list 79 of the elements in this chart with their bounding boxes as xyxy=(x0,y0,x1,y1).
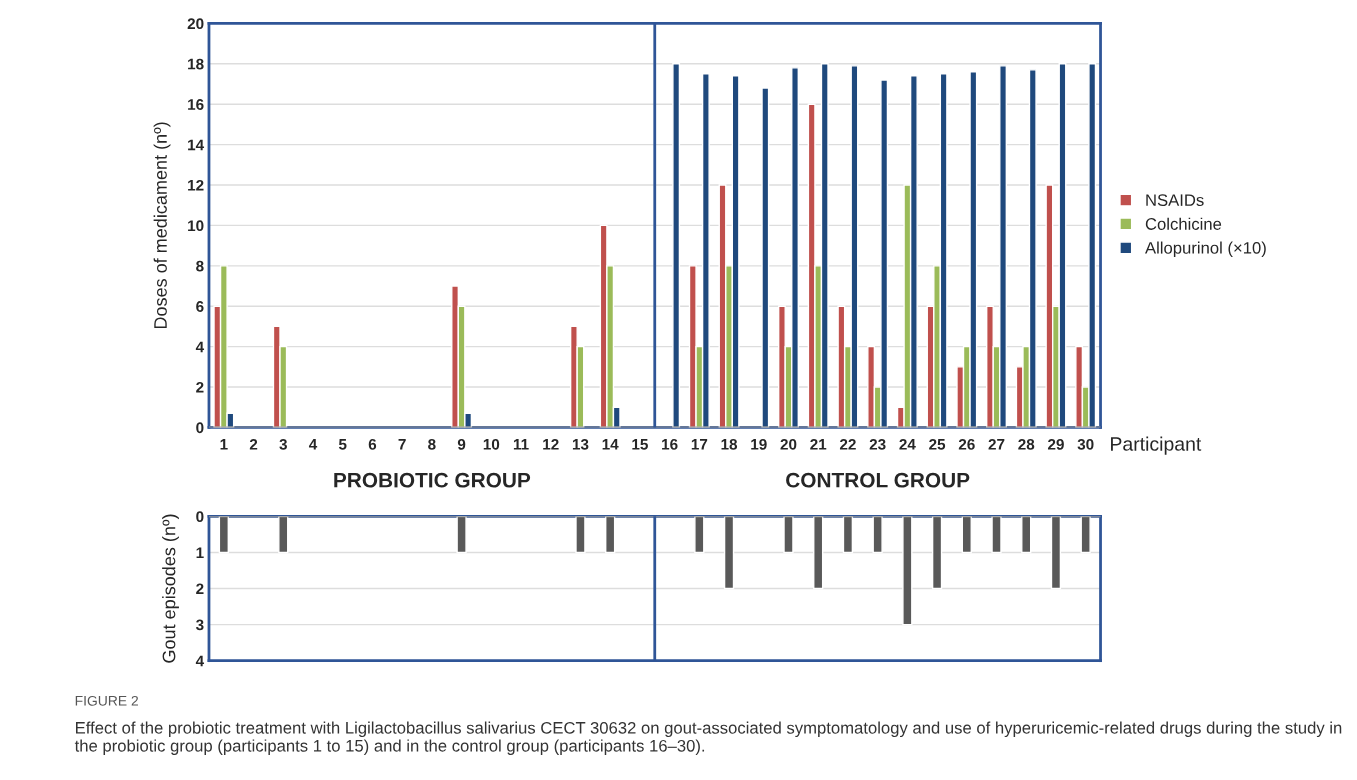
x-tick-label: 19 xyxy=(751,438,767,450)
bar xyxy=(842,516,854,554)
x-tick-label: 9 xyxy=(457,438,466,450)
x-axis-title: Participant xyxy=(1111,436,1202,455)
x-tick-label: 16 xyxy=(662,438,678,450)
x-tick-label: 28 xyxy=(1018,438,1035,450)
bar xyxy=(813,516,824,590)
y-tick-label: 0 xyxy=(196,422,204,434)
y-tick-label: 20 xyxy=(187,18,204,30)
x-tick-label: 17 xyxy=(691,439,708,450)
bar xyxy=(783,516,794,554)
legend-label: Colchicine xyxy=(1145,217,1222,230)
bar xyxy=(278,516,289,554)
y-tick-label: 2 xyxy=(196,381,204,393)
y-axis-title: Doses of medicament (nº) xyxy=(153,122,171,329)
x-tick-label: 11 xyxy=(513,439,529,450)
bar xyxy=(723,516,735,590)
bar xyxy=(1075,345,1084,428)
text: PROBIOTIC GROUP xyxy=(334,472,531,488)
y-tick-label: 12 xyxy=(188,179,204,191)
x-tick-label: 2 xyxy=(249,438,258,450)
y-tick-label: 2 xyxy=(196,583,204,595)
bar xyxy=(837,305,846,428)
x-tick-label: 14 xyxy=(602,439,619,450)
y-axis-title: Gout episodes (nº) xyxy=(162,514,179,663)
legend-label: Allopurinol (×10) xyxy=(1145,241,1266,258)
x-tick-label: 8 xyxy=(428,438,436,450)
x-tick-label: 5 xyxy=(338,439,347,450)
caption: FIGURE 2 xyxy=(75,695,138,706)
x-tick-label: 21 xyxy=(810,438,827,450)
x-tick-label: 7 xyxy=(398,439,406,450)
bar xyxy=(575,516,586,554)
bar xyxy=(1080,516,1091,554)
bar xyxy=(991,516,1002,554)
bar xyxy=(867,345,876,428)
y-tick-label: 18 xyxy=(188,58,204,70)
x-tick-label: 25 xyxy=(929,438,946,450)
x-tick-label: 27 xyxy=(988,438,1005,450)
legend-label: NSAIDs xyxy=(1146,194,1204,207)
y-tick-label: 3 xyxy=(195,619,204,631)
x-tick-label: 10 xyxy=(483,438,500,450)
bar xyxy=(456,516,467,554)
x-tick-label: 15 xyxy=(632,439,648,450)
x-tick-label: 18 xyxy=(721,438,738,450)
x-tick-label: 23 xyxy=(869,438,886,450)
bar xyxy=(694,516,705,554)
bar xyxy=(1050,516,1062,590)
bar xyxy=(931,516,943,590)
y-tick-label: 10 xyxy=(188,220,204,232)
x-tick-label: 26 xyxy=(958,438,975,450)
x-tick-label: 22 xyxy=(839,438,856,450)
text: CONTROL GROUP xyxy=(786,472,970,488)
x-tick-label: 20 xyxy=(780,438,797,450)
x-tick-label: 12 xyxy=(543,438,559,450)
bar xyxy=(761,87,770,428)
text: Effect of the probiotic treatment with Ligilactobacillus salivarius CECT 30632 on gout-associated symptomatology and use of hyperuricemic-related drugs during the study in the probiotic group (participants 1 to 15) and in the control group (participants 16–30). xyxy=(74,721,1342,755)
x-tick-label: 24 xyxy=(899,438,916,450)
y-tick-label: 14 xyxy=(188,139,205,151)
y-tick-label: 4 xyxy=(195,655,205,667)
x-tick-label: 3 xyxy=(279,438,287,450)
x-tick-label: 30 xyxy=(1077,438,1094,450)
x-tick-label: 1 xyxy=(220,439,228,450)
x-tick-label: 6 xyxy=(368,438,377,450)
bar xyxy=(672,63,681,428)
y-tick-label: 0 xyxy=(196,511,204,523)
bar xyxy=(902,516,913,626)
y-tick-label: 16 xyxy=(188,99,204,110)
x-tick-label: 29 xyxy=(1047,438,1064,450)
bar xyxy=(218,516,229,554)
y-tick-label: 4 xyxy=(195,341,205,353)
bar xyxy=(872,516,883,554)
bar xyxy=(605,516,616,554)
y-tick-label: 6 xyxy=(196,301,204,312)
x-tick-label: 4 xyxy=(308,439,318,450)
bar xyxy=(961,516,972,554)
y-tick-label: 1 xyxy=(196,547,204,558)
x-tick-label: 13 xyxy=(572,438,589,450)
y-tick-label: 8 xyxy=(196,260,204,272)
bar xyxy=(1021,516,1032,554)
